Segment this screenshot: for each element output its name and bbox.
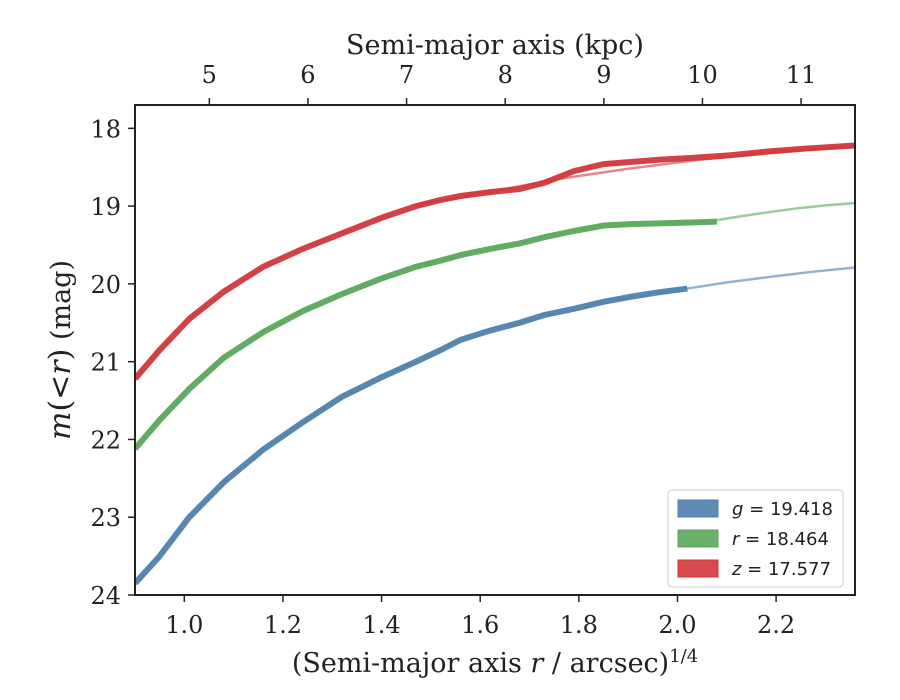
x-tick-label: 2.2 xyxy=(757,611,795,639)
legend-label-r: r = 18.464 xyxy=(732,529,829,550)
y-tick-label: 18 xyxy=(90,115,121,143)
y-tick-label: 20 xyxy=(90,271,121,299)
top-x-axis: 5 6 7 8 9 10 11 xyxy=(202,61,817,105)
legend-swatch-r xyxy=(677,529,719,548)
legend-label-g: g = 19.418 xyxy=(732,499,833,520)
legend: g = 19.418 r = 18.464 z = 17.577 xyxy=(667,489,844,588)
top-x-tick-label: 7 xyxy=(399,61,414,89)
legend-label-z: z = 17.577 xyxy=(731,559,831,580)
y-tick-label: 21 xyxy=(90,349,121,377)
top-x-axis-title: Semi-major axis (kpc) xyxy=(346,30,644,61)
y-tick-label: 23 xyxy=(90,504,121,532)
x-tick-label: 1.6 xyxy=(461,611,499,639)
y-axis-title: m(<r) (mag) xyxy=(43,260,78,440)
model-curve-g xyxy=(686,266,855,290)
top-x-tick-label: 9 xyxy=(596,61,611,89)
x-axis-title-r: r xyxy=(530,648,545,679)
series-line-z xyxy=(135,142,855,381)
x-tick-label: 1.2 xyxy=(264,611,302,639)
y-axis: 18 19 20 21 22 23 24 xyxy=(90,115,135,610)
y-tick-label: 19 xyxy=(90,193,121,221)
x-axis: 1.0 1.2 1.4 1.6 1.8 2.0 2.2 xyxy=(165,595,795,639)
series-line-g xyxy=(135,285,688,586)
legend-swatch-g xyxy=(677,499,719,518)
x-tick-label: 2.0 xyxy=(658,611,696,639)
x-tick-label: 1.0 xyxy=(165,611,203,639)
plot-area xyxy=(135,142,855,586)
x-axis-title-exponent: 1/4 xyxy=(669,646,698,667)
plot-frame xyxy=(134,104,856,596)
top-x-tick-label: 5 xyxy=(202,61,217,89)
top-x-tick-label: 6 xyxy=(300,61,315,89)
top-x-tick-label: 8 xyxy=(498,61,513,89)
y-tick-label: 24 xyxy=(90,582,121,610)
y-tick-label: 22 xyxy=(90,426,121,454)
x-tick-label: 1.8 xyxy=(560,611,598,639)
series-line-r xyxy=(135,218,718,451)
model-curve-z xyxy=(414,144,855,207)
top-x-tick-label: 11 xyxy=(786,61,817,89)
model-curve-r xyxy=(715,201,855,222)
x-axis-title: (Semi-major axis r / arcsec)1/4 xyxy=(292,646,698,680)
top-x-tick-label: 10 xyxy=(687,61,718,89)
legend-swatch-z xyxy=(677,559,719,578)
x-tick-label: 1.4 xyxy=(362,611,400,639)
